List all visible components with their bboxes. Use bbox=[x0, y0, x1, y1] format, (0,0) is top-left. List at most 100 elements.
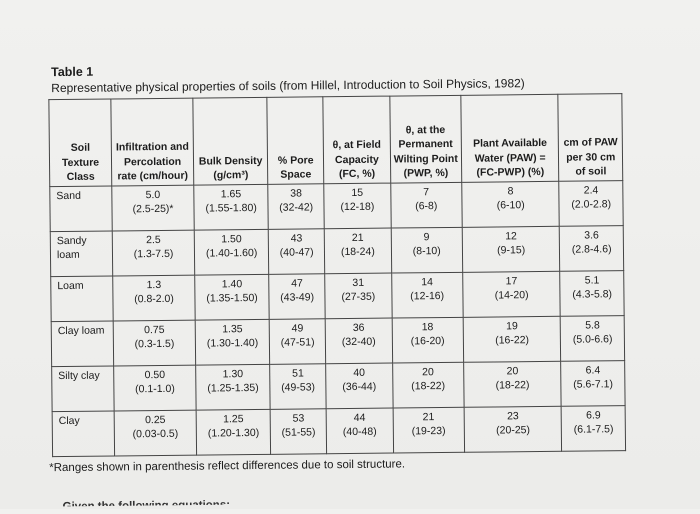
wilting-point-range: (8-10) bbox=[412, 245, 441, 258]
plant-available-water-range: (6-10) bbox=[496, 199, 525, 212]
plant-available-water-range: (14-20) bbox=[494, 289, 529, 302]
cell-field-capacity: 21 (18-24) bbox=[324, 228, 392, 274]
cell-pore-space: 38 (32-42) bbox=[267, 183, 325, 230]
pore-space-range: (47-51) bbox=[280, 336, 315, 349]
cell-field-capacity: 40 (36-44) bbox=[325, 363, 393, 409]
cm-paw-range: (4.3-5.8) bbox=[572, 288, 613, 301]
bulk-density-value: 1.65 bbox=[220, 188, 242, 201]
pore-space-range: (43-49) bbox=[280, 291, 315, 304]
field-capacity-value: 15 bbox=[351, 186, 364, 199]
bulk-density-value: 1.35 bbox=[222, 323, 243, 336]
plant-available-water-value: 8 bbox=[507, 185, 514, 198]
cell-cm-paw: 6.9 (6.1-7.5) bbox=[561, 405, 626, 452]
cell-soil-texture: Clay bbox=[52, 410, 115, 457]
bulk-density-range: (1.30-1.40) bbox=[206, 337, 259, 350]
cell-plant-available-water: 8 (6-10) bbox=[461, 181, 560, 228]
table-footnote: *Ranges shown in parenthesis reflect dif… bbox=[49, 458, 406, 475]
cell-wilting-point: 20 (18-22) bbox=[392, 362, 465, 409]
cm-paw-range: (6.1-7.5) bbox=[573, 423, 614, 436]
wilting-point-range: (6-8) bbox=[415, 200, 438, 213]
cell-bulk-density: 1.35 (1.30-1.40) bbox=[195, 319, 270, 366]
infiltration-range: (0.8-2.0) bbox=[134, 293, 174, 306]
infiltration-range: (0.1-1.0) bbox=[135, 383, 175, 396]
infiltration-range: (1.3-7.5) bbox=[133, 248, 174, 261]
header-infiltration: Infiltration and Percolation rate (cm/ho… bbox=[110, 98, 194, 186]
cm-paw-range: (5.6-7.1) bbox=[573, 378, 614, 391]
pore-space-range: (49-53) bbox=[281, 381, 316, 394]
bulk-density-range: (1.20-1.30) bbox=[207, 427, 260, 440]
wilting-point-range: (19-23) bbox=[411, 425, 446, 438]
pore-space-value: 43 bbox=[290, 232, 303, 245]
pore-space-value: 49 bbox=[291, 322, 304, 335]
plant-available-water-range: (9-15) bbox=[497, 244, 526, 257]
infiltration-value: 0.25 bbox=[144, 413, 166, 427]
wilting-point-range: (16-20) bbox=[410, 335, 445, 348]
wilting-point-value: 9 bbox=[423, 231, 430, 244]
plant-available-water-value: 19 bbox=[506, 320, 518, 333]
wilting-point-range: (12-16) bbox=[410, 290, 445, 303]
cell-cm-paw: 6.4 (5.6-7.1) bbox=[561, 360, 626, 407]
field-capacity-range: (32-40) bbox=[341, 335, 376, 349]
cell-wilting-point: 18 (16-20) bbox=[391, 317, 464, 364]
table-row: Sandy loam 2.5 (1.3-7.5) 1.50 (1.40-1.60) 43(… bbox=[50, 225, 624, 277]
wilting-point-value: 21 bbox=[422, 411, 435, 424]
table-row: Clay 0.25 (0.03-0.5) 1.25 (1.20-1.30) 53 (51-5… bbox=[52, 405, 626, 457]
field-capacity-value: 40 bbox=[353, 366, 366, 379]
field-capacity-range: (18-24) bbox=[340, 245, 375, 259]
bulk-density-range: (1.55-1.80) bbox=[205, 202, 257, 215]
cm-paw-value: 5.1 bbox=[584, 274, 600, 287]
plant-available-water-range: (16-22) bbox=[495, 334, 530, 347]
header-plant-available-water: Plant Available Water (PAW) = (FC-PWP) (… bbox=[460, 94, 560, 183]
bulk-density-value: 1.25 bbox=[223, 413, 244, 426]
cell-infiltration: 0.25 (0.03-0.5) bbox=[114, 410, 197, 456]
cell-infiltration: 0.50 (0.1-1.0) bbox=[113, 365, 197, 411]
plant-available-water-value: 12 bbox=[505, 230, 517, 243]
cm-paw-value: 5.8 bbox=[585, 319, 600, 332]
cell-soil-texture: Silty clay bbox=[51, 365, 115, 412]
infiltration-value: 5.0 bbox=[145, 188, 161, 202]
cm-paw-value: 2.4 bbox=[583, 184, 599, 197]
cell-pore-space: 43 (40-47) bbox=[268, 228, 325, 275]
header-field-capacity: θ, at Field Capacity (FC, %) bbox=[323, 96, 391, 184]
cell-infiltration: 5.0 (2.5-25)* bbox=[111, 185, 195, 231]
wilting-point-value: 20 bbox=[422, 366, 434, 379]
cell-plant-available-water: 20 (18-22) bbox=[463, 361, 562, 408]
field-capacity-range: (12-18) bbox=[340, 200, 375, 214]
infiltration-range: (0.3-1.5) bbox=[134, 338, 175, 351]
cell-pore-space: 47 (43-49) bbox=[268, 273, 326, 320]
cm-paw-range: (5.0-6.6) bbox=[572, 333, 613, 346]
cell-plant-available-water: 12 (9-15) bbox=[462, 226, 561, 273]
cell-bulk-density: 1.25 (1.20-1.30) bbox=[196, 409, 271, 456]
header-bulk-density: Bulk Density (g/cm³) bbox=[192, 97, 268, 186]
table-title: Table 1 bbox=[51, 64, 94, 80]
cell-field-capacity: 31 (27-35) bbox=[324, 273, 392, 319]
cell-soil-texture: Sandy loam bbox=[50, 230, 113, 277]
bulk-density-range: (1.40-1.60) bbox=[205, 247, 258, 260]
pore-space-value: 38 bbox=[290, 187, 302, 200]
cell-wilting-point: 14 (12-16) bbox=[391, 272, 464, 319]
bulk-density-value: 1.50 bbox=[221, 233, 242, 246]
field-capacity-range: (40-48) bbox=[342, 425, 377, 439]
cut-off-text: Given the following equations: bbox=[62, 499, 231, 514]
cell-cm-paw: 5.1 (4.3-5.8) bbox=[560, 270, 625, 317]
header-soil-texture: Soil Texture Class bbox=[48, 98, 112, 187]
field-capacity-value: 31 bbox=[352, 276, 365, 289]
wilting-point-value: 18 bbox=[421, 321, 434, 334]
cell-field-capacity: 15 (12-18) bbox=[323, 183, 391, 229]
pore-space-value: 53 bbox=[292, 412, 305, 425]
cell-pore-space: 51 (49-53) bbox=[269, 363, 327, 410]
infiltration-value: 2.5 bbox=[146, 233, 161, 247]
cell-infiltration: 0.75 (0.3-1.5) bbox=[113, 320, 196, 366]
infiltration-range: (2.5-25)* bbox=[132, 203, 174, 216]
cell-plant-available-water: 23 (20-25) bbox=[464, 406, 563, 453]
infiltration-value: 0.75 bbox=[144, 323, 165, 337]
header-wilting-point: θ, at the Permanent Wilting Point (PWP, … bbox=[389, 95, 462, 184]
soil-properties-table: Soil Texture Class Infiltration and Perc… bbox=[48, 93, 626, 457]
cell-cm-paw: 3.6 (2.8-4.6) bbox=[559, 225, 624, 272]
infiltration-value: 1.3 bbox=[146, 278, 162, 292]
cell-plant-available-water: 19 (16-22) bbox=[463, 316, 562, 363]
bulk-density-range: (1.35-1.50) bbox=[206, 292, 258, 305]
field-capacity-range: (36-44) bbox=[342, 380, 377, 394]
table-row: Sand 5.0 (2.5-25)* 1.65 (1.55-1.80) 38 (32-42)… bbox=[49, 180, 624, 232]
